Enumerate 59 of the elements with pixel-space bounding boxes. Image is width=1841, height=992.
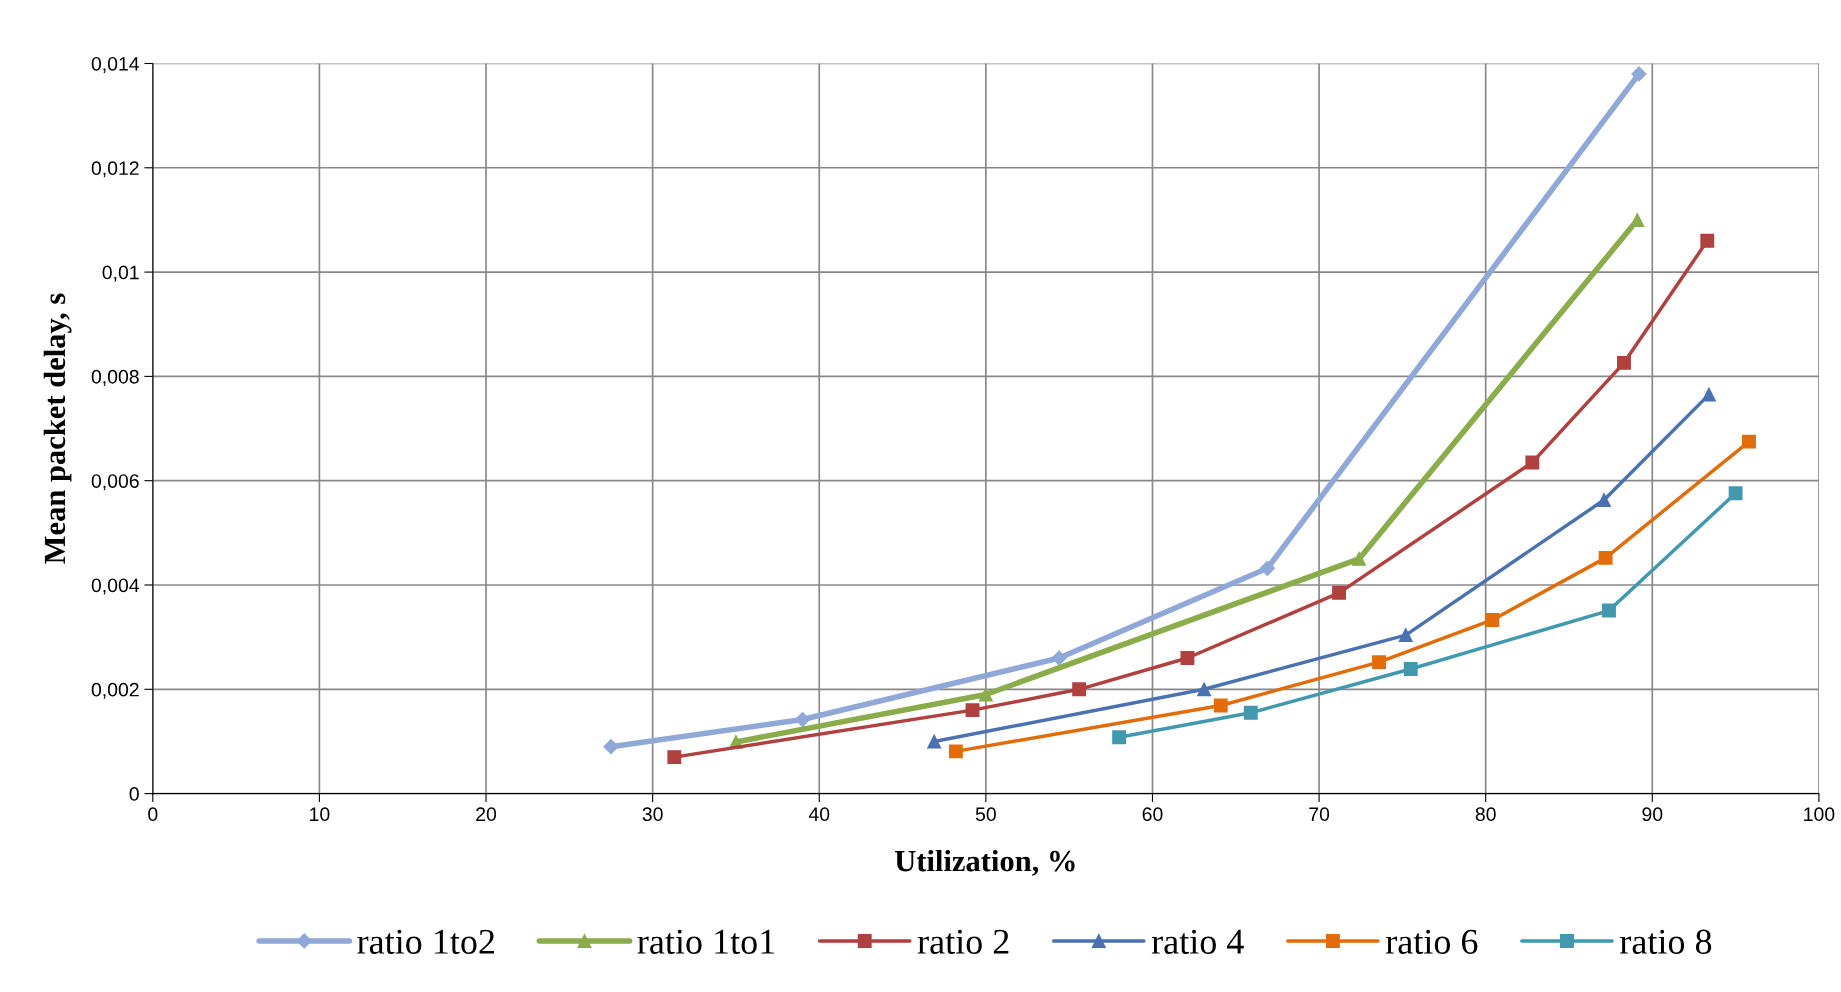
point <box>1617 355 1631 370</box>
point <box>795 711 811 728</box>
y-axis-title: Mean packet delay, s <box>43 293 72 564</box>
point <box>1403 662 1418 676</box>
legend-label: ratio 6 <box>1385 929 1478 954</box>
point <box>1051 650 1067 666</box>
x-tick-label: 20 <box>476 807 497 822</box>
y-tick-label: 0,008 <box>91 369 139 386</box>
x-tick-label: 0 <box>148 807 158 822</box>
x-tick-label: 40 <box>808 807 830 822</box>
y-tick-label: 0,014 <box>91 56 140 74</box>
point <box>1525 455 1540 470</box>
x-tick-label: 60 <box>1142 807 1163 822</box>
x-axis-title: Utilization, % <box>894 849 1075 876</box>
point <box>1259 560 1275 576</box>
x-tick-label: 50 <box>975 807 996 822</box>
point <box>1213 698 1228 713</box>
x-tick-label: 10 <box>310 807 330 822</box>
legend-label: ratio 2 <box>917 929 1009 954</box>
point <box>1701 387 1716 402</box>
point <box>1398 628 1413 643</box>
point <box>1180 651 1195 665</box>
x-tick-label: 30 <box>642 807 663 822</box>
point <box>1372 655 1387 670</box>
y-tick-label: 0,002 <box>91 682 139 699</box>
point <box>603 739 619 755</box>
point <box>1072 682 1087 697</box>
legend-label: ratio 8 <box>1620 929 1712 954</box>
point <box>1597 493 1611 507</box>
point <box>948 744 963 759</box>
point <box>1197 682 1212 697</box>
y-tick-label: 0,004 <box>91 578 140 595</box>
point <box>1631 66 1647 82</box>
x-tick-label: 90 <box>1642 807 1663 822</box>
y-tick-label: 0,006 <box>91 474 139 491</box>
point <box>1352 551 1367 566</box>
point <box>1630 212 1645 227</box>
point <box>1741 434 1756 449</box>
point <box>667 750 682 765</box>
point <box>965 703 980 718</box>
point <box>1602 603 1616 618</box>
x-tick-label: 80 <box>1475 807 1496 822</box>
point <box>1243 705 1258 720</box>
point <box>1728 486 1743 501</box>
point <box>1485 612 1500 627</box>
legend-label: ratio 1to2 <box>357 929 495 954</box>
point <box>927 734 942 749</box>
point <box>1598 550 1613 565</box>
legend-label: ratio 4 <box>1151 929 1244 954</box>
legend-label: ratio 1to1 <box>637 929 775 954</box>
point <box>1112 730 1127 745</box>
y-tick-label: 0,012 <box>91 161 139 178</box>
y-tick-label: 0,01 <box>102 265 139 282</box>
x-tick-label: 70 <box>1309 807 1330 822</box>
point <box>1332 585 1347 600</box>
y-tick-label: 0 <box>129 787 139 801</box>
point <box>1700 233 1715 248</box>
point <box>978 687 993 702</box>
x-tick-label: 100 <box>1804 807 1835 822</box>
